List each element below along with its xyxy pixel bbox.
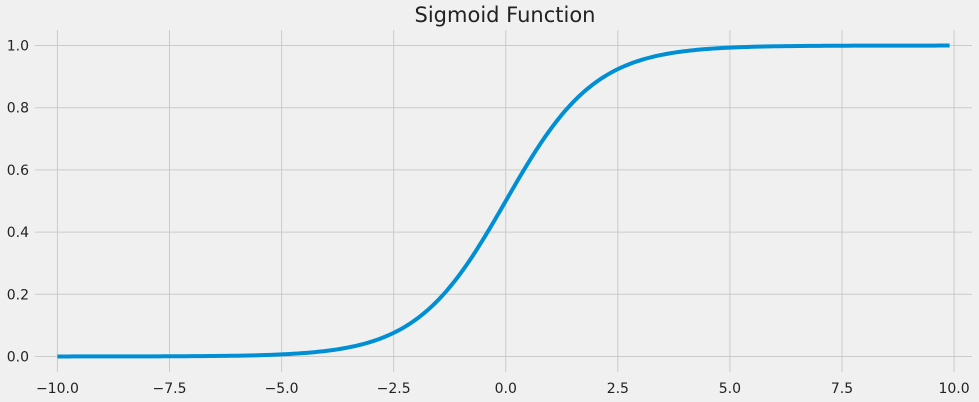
sigmoid-series-line: [57, 43, 950, 359]
x-tick-label: −7.5: [152, 381, 186, 397]
tick-labels: −10.0 −7.5 −5.0 −2.5 0.0 2.5 5.0 7.5 10.0 0.0 0.2 0…: [7, 39, 970, 397]
grid-lines: [35, 30, 972, 372]
y-tick-label: 0.6: [7, 163, 29, 179]
y-tick-label: 0.4: [7, 225, 29, 241]
x-tick-label: −5.0: [265, 381, 299, 397]
y-tick-label: 0.0: [7, 349, 29, 365]
x-tick-label: 5.0: [719, 381, 741, 397]
x-tick-label: 7.5: [831, 381, 853, 397]
y-tick-label: 1.0: [7, 39, 29, 55]
x-tick-label: −10.0: [36, 381, 79, 397]
x-tick-label: 0.0: [495, 381, 517, 397]
x-tick-label: −2.5: [377, 381, 411, 397]
x-tick-label: 10.0: [938, 381, 969, 397]
x-tick-label: 2.5: [607, 381, 629, 397]
plot-series: [57, 43, 950, 359]
y-tick-label: 0.8: [7, 101, 29, 117]
y-tick-label: 0.2: [7, 287, 29, 303]
chart-title: Sigmoid Function: [415, 3, 596, 27]
